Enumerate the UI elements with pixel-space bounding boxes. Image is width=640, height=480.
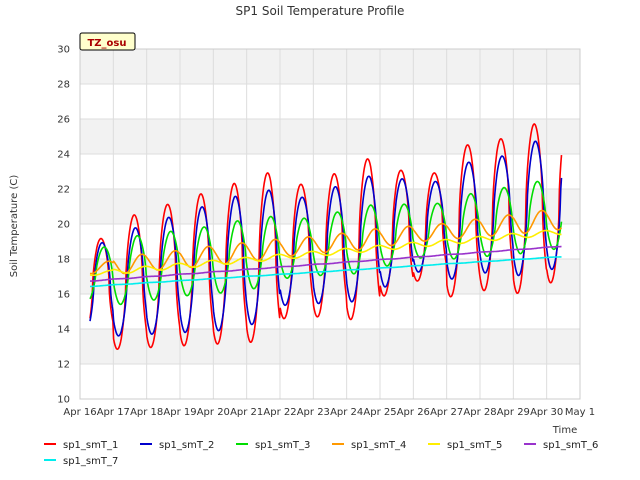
y-tick-label: 30 xyxy=(57,45,70,56)
x-tick-label: Apr 27 xyxy=(430,407,463,418)
x-tick-label: Apr 23 xyxy=(297,407,330,418)
legend-item-sp1_smT_3: sp1_smT_3 xyxy=(236,440,310,451)
series-lines xyxy=(89,123,563,351)
band xyxy=(80,49,580,84)
x-tick-label: Apr 16 xyxy=(63,407,96,418)
legend-item-sp1_smT_4: sp1_smT_4 xyxy=(332,440,406,451)
x-axis-title: Time xyxy=(552,425,577,436)
x-tick-label: May 1 xyxy=(565,407,595,418)
band xyxy=(80,294,580,329)
y-tick-label: 28 xyxy=(57,80,70,91)
band xyxy=(80,119,580,154)
legend-item-sp1_smT_5: sp1_smT_5 xyxy=(428,440,502,451)
x-tick-label: Apr 22 xyxy=(263,407,296,418)
x-tick-label: Apr 24 xyxy=(330,407,363,418)
legend: sp1_smT_1 sp1_smT_2 sp1_smT_3 sp1_smT_4 sp1_… xyxy=(44,440,598,467)
legend-item-sp1_smT_1: sp1_smT_1 xyxy=(44,440,118,451)
y-tick-label: 24 xyxy=(57,150,70,161)
legend-item-sp1_smT_7: sp1_smT_7 xyxy=(44,456,118,467)
band xyxy=(80,364,580,399)
y-tick-label: 14 xyxy=(57,325,70,336)
x-axis-ticks: Apr 16 Apr 17 Apr 18 Apr 19 Apr 20 Apr 21 Apr … xyxy=(63,407,595,418)
legend-label: sp1_smT_7 xyxy=(63,456,118,467)
x-tick-label: Apr 25 xyxy=(363,407,396,418)
plot-frame xyxy=(79,48,581,400)
y-tick-label: 16 xyxy=(57,290,70,301)
x-tick-label: Apr 21 xyxy=(230,407,263,418)
band xyxy=(80,84,580,119)
x-tick-label: Apr 30 xyxy=(530,407,563,418)
x-tick-label: Apr 19 xyxy=(163,407,196,418)
legend-label: sp1_smT_5 xyxy=(447,440,502,451)
series-line-sp1_smT_1 xyxy=(89,123,563,351)
y-tick-label: 26 xyxy=(57,115,70,126)
y-tick-label: 10 xyxy=(57,395,70,406)
y-tick-label: 20 xyxy=(57,220,70,231)
series-line-sp1_smT_4 xyxy=(89,209,563,275)
series-line-sp1_smT_5 xyxy=(89,229,562,277)
legend-label: sp1_smT_1 xyxy=(63,440,118,451)
chart-title: SP1 Soil Temperature Profile xyxy=(236,4,405,18)
x-tick-label: Apr 29 xyxy=(497,407,530,418)
x-tick-label: Apr 20 xyxy=(197,407,230,418)
x-tick-label: Apr 17 xyxy=(97,407,130,418)
series-line-sp1_smT_6 xyxy=(89,245,562,282)
legend-label: sp1_smT_6 xyxy=(543,440,598,451)
y-tick-label: 18 xyxy=(57,255,70,266)
band xyxy=(80,329,580,364)
site-tag-label: TZ_osu xyxy=(87,38,126,49)
y-axis-title: Soil Temperature (C) xyxy=(9,175,20,278)
y-tick-label: 22 xyxy=(57,185,70,196)
site-tag: TZ_osu xyxy=(79,32,136,51)
x-tick-label: Apr 28 xyxy=(463,407,496,418)
series-line-sp1_smT_7 xyxy=(89,256,562,288)
legend-label: sp1_smT_4 xyxy=(351,440,406,451)
y-tick-label: 12 xyxy=(57,360,70,371)
legend-label: sp1_smT_3 xyxy=(255,440,310,451)
x-tick-label: Apr 26 xyxy=(397,407,430,418)
legend-item-sp1_smT_6: sp1_smT_6 xyxy=(524,440,598,451)
legend-label: sp1_smT_2 xyxy=(159,440,214,451)
x-tick-label: Apr 18 xyxy=(130,407,163,418)
y-axis-ticks: 10 12 14 16 18 20 22 24 26 28 30 xyxy=(57,45,70,406)
legend-item-sp1_smT_2: sp1_smT_2 xyxy=(140,440,214,451)
